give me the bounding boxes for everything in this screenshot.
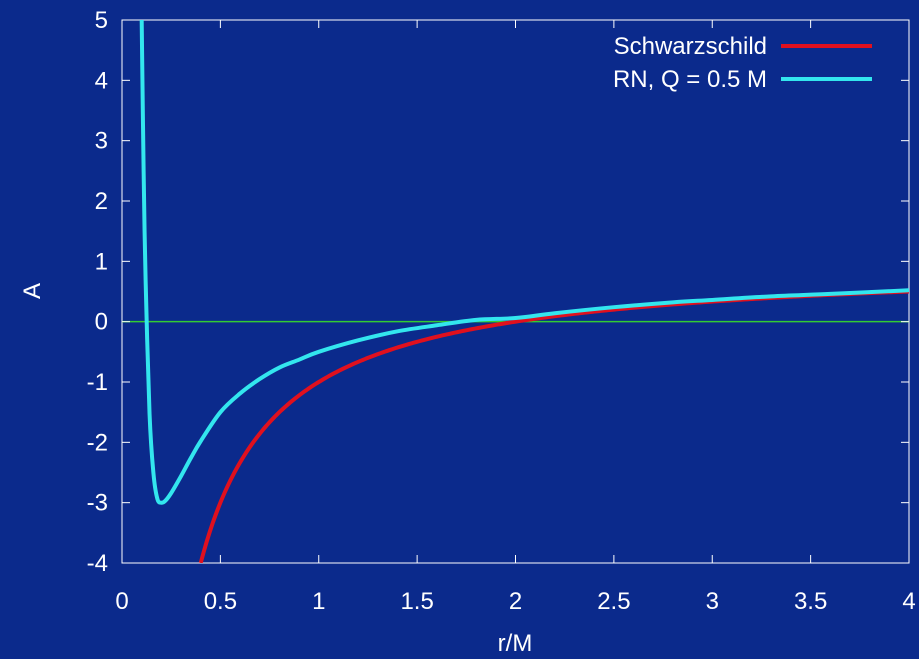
y-tick-label: 5 [95,7,108,34]
series-line-rn-q-0-5-m [139,20,909,505]
y-tick-label: 1 [95,248,108,275]
x-tick-label: 1.5 [400,588,433,615]
y-tick-label: -3 [87,490,108,517]
y-tick-label: -1 [87,369,108,396]
y-tick-label: -4 [87,550,108,577]
y-tick-label: 3 [95,128,108,155]
y-axis-label: A [19,283,46,299]
x-tick-label: 3.5 [794,588,827,615]
y-tick-label: 2 [95,188,108,215]
y-tick-label: -2 [87,429,108,456]
y-tick-label: 4 [95,67,108,94]
legend-label: Schwarzschild [614,33,767,60]
series-layer [139,20,909,563]
x-tick-label: 4 [902,588,915,615]
x-axis-label: r/M [498,630,533,657]
x-tick-label: 3 [706,588,719,615]
x-tick-label: 1 [312,588,325,615]
x-tick-label: 0 [115,588,128,615]
x-tick-label: 2.5 [597,588,630,615]
x-tick-label: 0.5 [204,588,237,615]
axes: 0 0.5 1 1.5 2 2.5 3 3.5 4 -4 -3 -2 -1 0 1 2 3 4 5 [87,7,916,615]
legend-label: RN, Q = 0.5 M [613,66,767,93]
legend: Schwarzschild RN, Q = 0.5 M [613,33,872,93]
y-tick-label: 0 [95,309,108,336]
x-tick-label: 2 [509,588,522,615]
